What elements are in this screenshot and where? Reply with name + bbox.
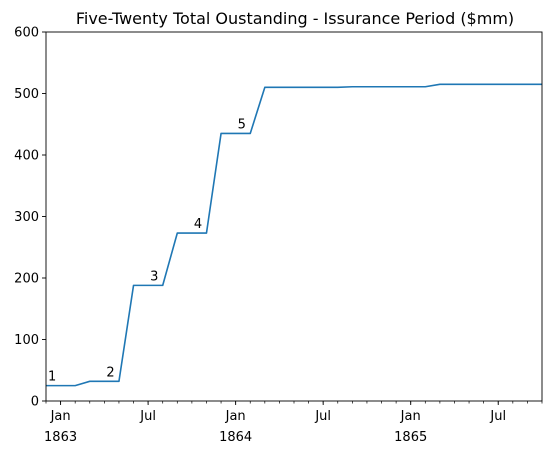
x-tick-year-label-4: 1865 [394, 430, 427, 445]
x-tick-year-label-2: 1864 [219, 430, 252, 445]
y-tick-label-1: 100 [14, 333, 39, 348]
x-tick-year-label-0: 1863 [44, 430, 77, 445]
x-tick-label-1: Jul [139, 409, 156, 424]
x-tick-label-3: Jul [314, 409, 331, 424]
annotation-1: 1 [48, 370, 56, 385]
annotation-4: 4 [194, 217, 202, 232]
y-tick-label-2: 200 [14, 272, 39, 287]
annotation-2: 2 [106, 365, 114, 380]
plot-area: 0 100 200 300 400 500 600 Jan 1863 Jul Jan 1864 Jul J… [14, 26, 543, 445]
y-tick-label-6: 600 [14, 26, 39, 41]
x-tick-label-0: Jan [50, 409, 71, 424]
annotation-5: 5 [238, 117, 246, 132]
y-tick-label-5: 500 [14, 87, 39, 102]
y-tick-label-4: 400 [14, 149, 39, 164]
chart-title: Five-Twenty Total Oustanding - Issurance… [76, 9, 514, 28]
x-tick-label-4: Jan [400, 409, 421, 424]
y-tick-label-0: 0 [31, 395, 39, 410]
annotation-3: 3 [150, 269, 158, 284]
series-line-0 [46, 83, 542, 387]
y-tick-label-3: 300 [14, 210, 39, 225]
x-tick-label-2: Jan [225, 409, 246, 424]
x-tick-label-5: Jul [489, 409, 506, 424]
